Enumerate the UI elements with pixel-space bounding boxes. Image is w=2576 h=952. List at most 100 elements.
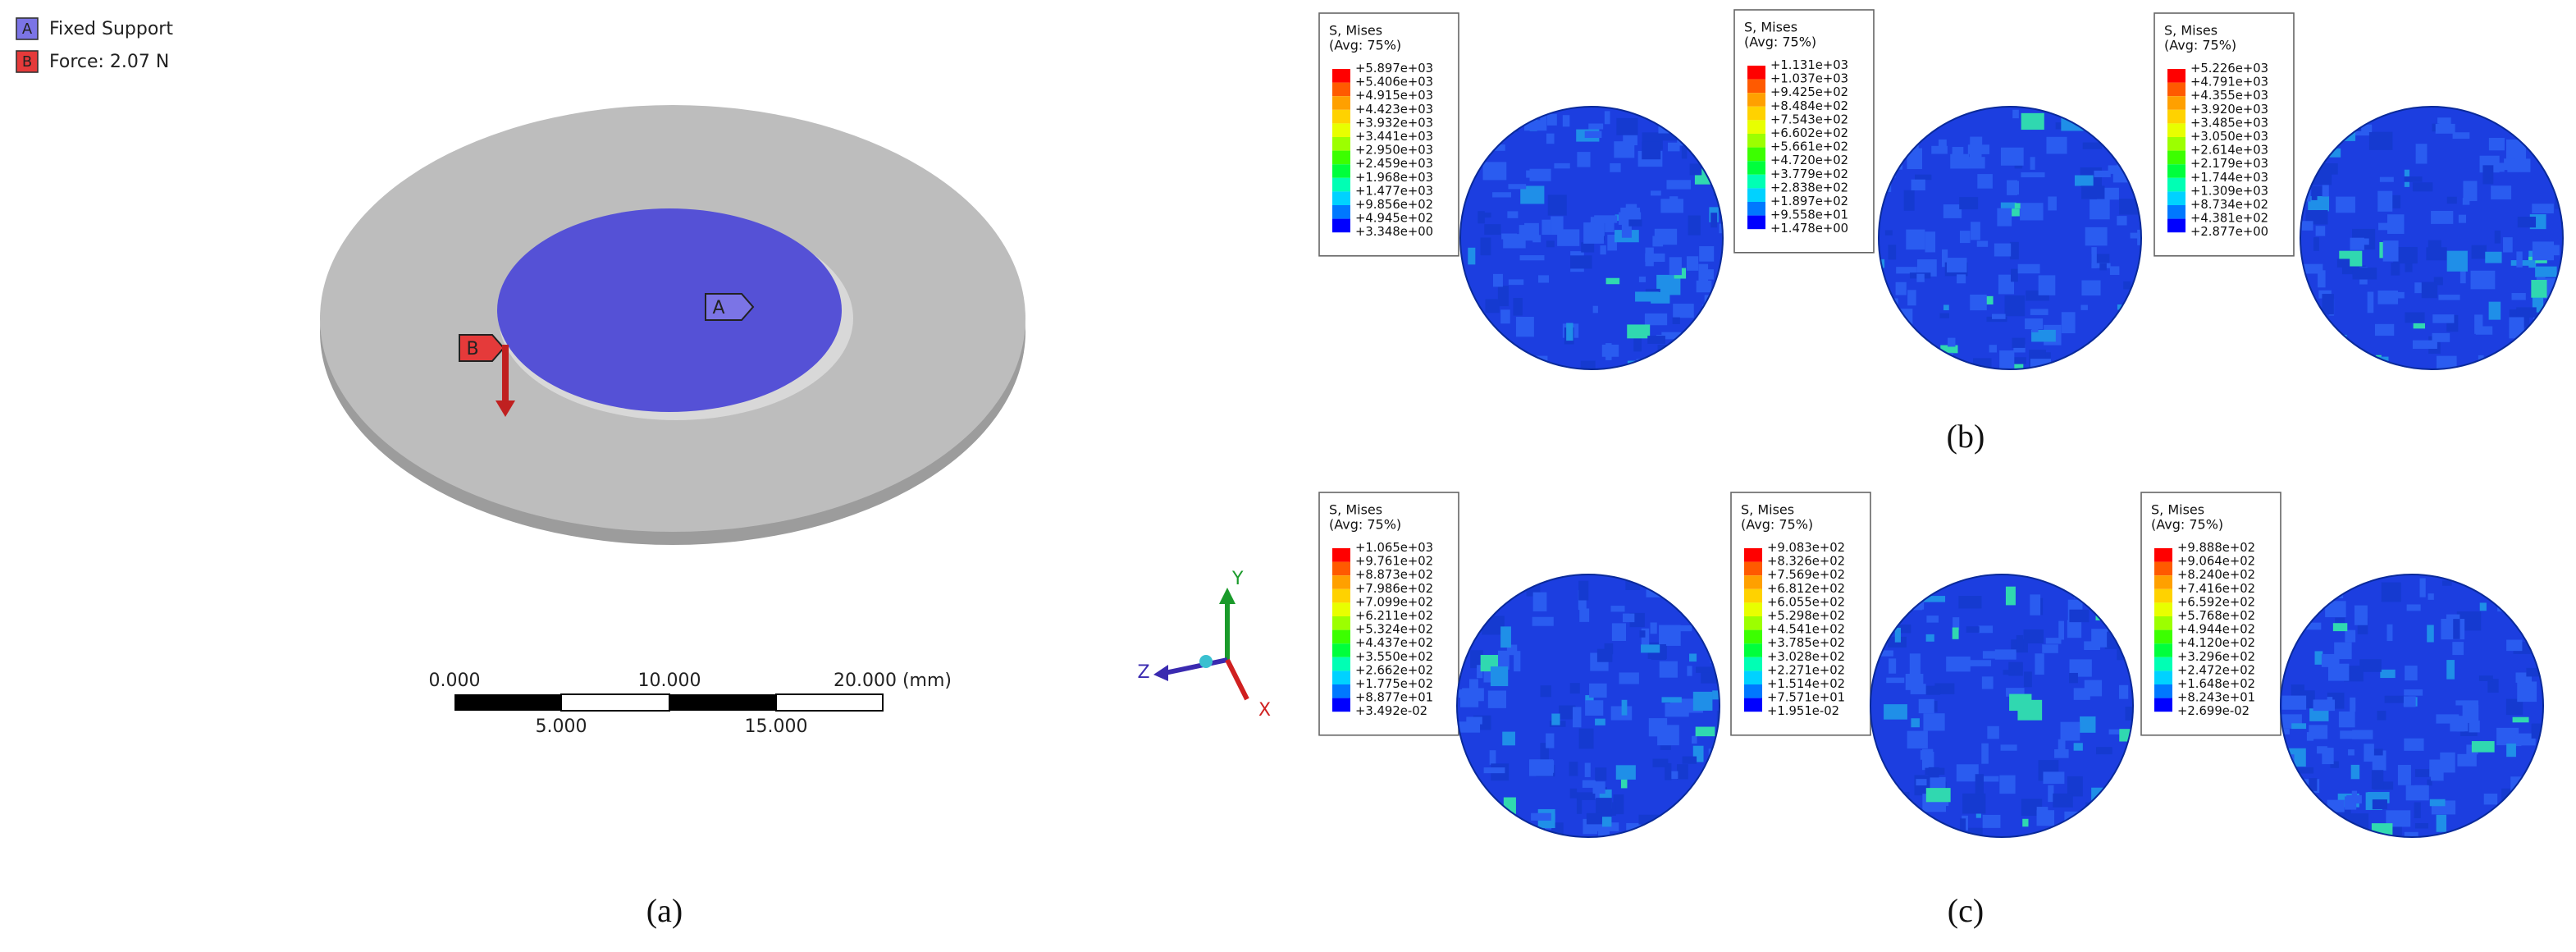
stress-patch [1962,793,1986,814]
stress-patch [1636,107,1644,115]
stress-patch [2068,835,2091,837]
stress-patch [1490,666,1509,687]
stress-patch [1712,800,1720,818]
legend-value: +4.944e+02 [2177,623,2255,637]
colorbar-segment [2167,205,2185,219]
legend-value: +2.472e+02 [2177,663,2255,677]
stress-patch [2372,750,2386,771]
stress-patch [2428,240,2441,259]
stress-patch [1616,117,1638,135]
stress-patch [2371,770,2384,790]
stress-patch [2048,785,2054,803]
stress-patch [1910,587,1927,599]
stress-patch [1484,107,1501,123]
stress-patch [1994,243,2012,257]
colorbar-segment [2154,616,2172,630]
stress-patch [2537,144,2558,161]
legend-value: +1.309e+03 [2190,184,2268,198]
stress-patch [2549,314,2560,326]
stress-patch [2010,268,2018,282]
stress-patch [1605,343,1612,360]
stress-patch [1925,634,1934,642]
stress-patch [2000,744,2017,751]
stress-patch [1600,245,1606,255]
stress-patch [1625,580,1641,590]
stress-patch [1918,698,1934,714]
stress-patch [1569,683,1580,694]
stress-patch [1484,224,1501,236]
stress-patch [2504,587,2526,606]
stress-patch [2111,119,2123,136]
legend-value: +5.406e+03 [1355,76,1433,89]
stress-patch [2510,260,2536,266]
stress-patch [2097,817,2122,836]
stress-patch [1514,651,1521,672]
legend-value: +4.120e+02 [2177,636,2255,650]
stress-patch [2336,259,2350,268]
stress-patch [2386,624,2393,642]
colorbar-segment [2154,575,2172,589]
stress-patch [2535,266,2557,277]
stress-patch [2091,247,2097,268]
stress-patch [1475,810,1496,819]
legend-value: +9.888e+02 [2177,541,2255,555]
stress-patch [2379,176,2394,182]
colorbar-segment [2167,82,2185,97]
stress-patch [1625,204,1637,219]
colorbar-segment [1332,218,1350,233]
stress-patch [2107,782,2116,794]
stress-patch [2541,733,2543,755]
stress-patch [2518,800,2528,807]
stress-patch [1659,661,1678,678]
stress-patch [2091,629,2108,648]
stress-patch [1531,812,1551,821]
stress-patch [1894,155,1902,164]
stress-patch [2080,716,2096,733]
stress-patch [2450,716,2465,732]
stress-patch [1889,658,1897,674]
stress-patch [2384,695,2409,703]
legend-value: +7.986e+02 [1355,582,1433,596]
colorbar-segment [2167,150,2185,165]
stress-patch [1952,147,1964,167]
stress-patch [1596,798,1612,817]
stress-patch [2368,131,2393,150]
stress-patch [1696,280,1712,293]
legend-label: Fixed Support [49,19,173,39]
stress-patch [2405,257,2413,272]
stress-patch [1942,249,1948,268]
stress-patch [2516,307,2537,318]
stress-patch [2132,148,2140,154]
disc-outline [1870,574,2134,838]
axis-z [1164,657,1228,675]
colorbar-segment [1332,96,1350,110]
legend-title: S, Mises [1741,502,1794,518]
scale-segment [669,694,776,711]
stress-patch [2031,329,2056,342]
stress-patch [2068,672,2078,684]
stress-patch [1643,823,1661,830]
stress-patch [2441,618,2465,640]
stress-patch [1519,355,1531,369]
stress-patch [1968,827,1983,837]
stress-patch [1470,650,1483,669]
legend-value: +4.720e+02 [1770,153,1848,167]
stress-patch [2342,350,2363,362]
stress-patch [1916,574,1926,588]
stress-patch [1569,788,1578,799]
colorbar-segment [1744,561,1762,576]
stress-texture [2281,575,2543,837]
legend-value: +3.932e+03 [1355,116,1433,130]
legend-value: +3.441e+03 [1355,130,1433,144]
stress-patch [1546,733,1555,748]
stress-patch [2348,749,2354,756]
stress-patch [2030,594,2041,616]
stress-patch [1645,247,1654,267]
stress-patch [2043,771,2065,785]
stress-patch [1500,626,1511,648]
stress-patch [1701,269,1714,280]
stress-patch [2042,644,2058,653]
stress-patch [1462,305,1470,318]
stress-patch [1577,152,1591,167]
legend-value: +5.768e+02 [2177,609,2255,623]
